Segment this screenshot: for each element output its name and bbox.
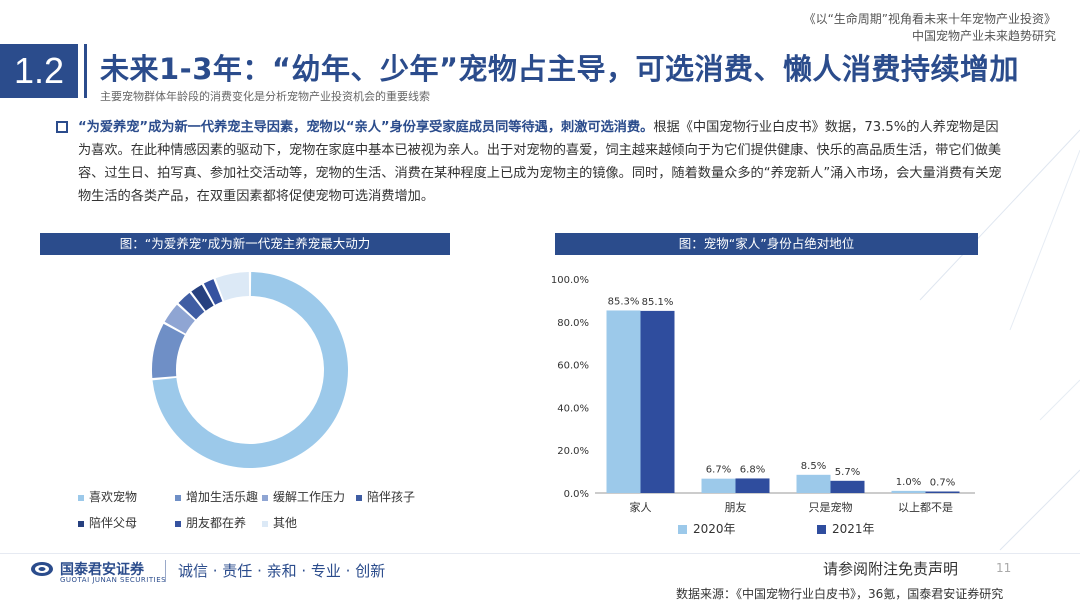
section-number: 1.2 xyxy=(0,44,78,98)
legend-swatch xyxy=(78,494,84,501)
company-slogan: 诚信 · 责任 · 亲和 · 专业 · 创新 xyxy=(178,562,386,580)
bar-data-label: 85.3% xyxy=(608,296,640,307)
donut-legend-item: 朋友都在养 xyxy=(175,514,246,531)
legend-swatch xyxy=(817,525,826,534)
y-tick-label: 80.0% xyxy=(557,318,589,329)
bar-data-label: 0.7% xyxy=(930,478,955,489)
legend-label: 缓解工作压力 xyxy=(273,490,346,504)
donut-chart xyxy=(152,272,348,468)
company-name-en: GUOTAI JUNAN SECURITIES xyxy=(60,576,167,584)
bar-2021年 xyxy=(735,478,770,493)
donut-slice-4 xyxy=(191,284,214,311)
section-divider xyxy=(84,44,87,98)
bar-data-label: 8.5% xyxy=(801,461,826,472)
footer-separator xyxy=(165,560,166,582)
body-text-2: 73.5%的人养宠物是因为喜欢。在此种情感因素的驱动下，宠物在家庭中基本已被视为… xyxy=(78,120,1002,204)
report-subtitle: 中国宠物产业未来趋势研究 xyxy=(911,29,1056,43)
y-tick-label: 20.0% xyxy=(557,446,589,457)
square-bullet-icon xyxy=(56,121,68,133)
legend-swatch xyxy=(175,494,181,501)
legend-swatch xyxy=(356,494,362,501)
donut-legend-item: 其他 xyxy=(262,514,297,531)
body-paragraph: “为爱养宠”成为新一代养宠主导因素，宠物以“亲人”身份享受家庭成员同等待遇，刺激… xyxy=(78,116,1008,208)
data-source: 数据来源：《中国宠物行业白皮书》，36氪，国泰君安证券研究 xyxy=(676,587,1004,601)
company-logo-icon xyxy=(31,562,53,576)
bar-data-label: 5.7% xyxy=(835,467,860,478)
bar-2020年 xyxy=(701,478,736,493)
bar-chart-title: 图：宠物“家人”身份占绝对地位 xyxy=(555,233,978,255)
bar-data-label: 1.0% xyxy=(896,477,921,488)
highlight-text: “为爱养宠”成为新一代养宠主导因素，宠物以“亲人”身份享受家庭成员同等待遇，刺激… xyxy=(78,120,654,135)
donut-legend-item: 增加生活乐趣 xyxy=(175,488,258,505)
donut-chart-title: 图：“为爱养宠”成为新一代宠主养宠最大动力 xyxy=(40,233,450,255)
bar-2020年 xyxy=(891,490,926,493)
page-title: 未来1-3年：“幼年、少年”宠物占主导，可选消费、懒人消费持续增加 xyxy=(100,52,1020,86)
bar-2020年 xyxy=(796,474,831,493)
legend-swatch xyxy=(78,520,84,527)
body-text-1: 根据《中国宠物行业白皮书》数据， xyxy=(653,120,865,135)
x-tick-label: 家人 xyxy=(630,500,652,514)
donut-slice-3 xyxy=(178,292,205,320)
bar-2021年 xyxy=(830,480,865,493)
y-tick-label: 0.0% xyxy=(564,489,589,500)
donut-legend-item: 喜欢宠物 xyxy=(78,488,137,505)
company-name: 国泰君安证券 xyxy=(60,562,144,578)
x-tick-label: 以上都不是 xyxy=(898,501,953,514)
donut-slice-1 xyxy=(152,323,185,379)
footer-divider xyxy=(0,553,1080,554)
donut-legend-item: 缓解工作压力 xyxy=(262,488,345,505)
legend-label: 陪伴父母 xyxy=(89,516,138,530)
donut-slice-5 xyxy=(203,279,223,305)
page-number: 11 xyxy=(996,561,1012,575)
bar-2021年 xyxy=(925,491,960,493)
y-tick-label: 60.0% xyxy=(557,361,589,372)
bar-legend-item: 2020年 xyxy=(678,520,736,537)
legend-label: 其他 xyxy=(273,516,298,530)
x-tick-label: 朋友 xyxy=(725,500,747,514)
bar-data-label: 85.1% xyxy=(642,297,674,308)
legend-label: 2020年 xyxy=(693,522,736,536)
legend-label: 2021年 xyxy=(832,522,875,536)
y-tick-label: 100.0% xyxy=(551,275,589,286)
legend-swatch xyxy=(175,520,181,527)
legend-label: 增加生活乐趣 xyxy=(186,490,259,504)
y-tick-label: 40.0% xyxy=(557,403,589,414)
donut-legend-item: 陪伴孩子 xyxy=(356,488,415,505)
page-subtitle: 主要宠物群体年龄段的消费变化是分析宠物产业投资机会的重要线索 xyxy=(100,90,430,103)
report-title: 《以“生命周期”视角看未来十年宠物产业投资》 xyxy=(803,12,1056,26)
legend-label: 朋友都在养 xyxy=(186,516,247,530)
disclaimer-note: 请参阅附注免责声明 xyxy=(823,560,959,578)
legend-label: 陪伴孩子 xyxy=(367,490,416,504)
bar-data-label: 6.8% xyxy=(740,464,765,475)
bar-chart: 0.0% 20.0% 40.0% 60.0% 80.0% 100.0% 85.3% 85.1%… xyxy=(551,275,975,514)
x-tick-label: 只是宠物 xyxy=(809,500,853,514)
legend-swatch xyxy=(262,520,268,527)
legend-label: 喜欢宠物 xyxy=(89,490,138,504)
donut-slice-6 xyxy=(215,272,250,301)
bar-2020年 xyxy=(606,310,641,493)
bar-legend-item: 2021年 xyxy=(817,520,875,537)
donut-legend-item: 陪伴父母 xyxy=(78,514,137,531)
legend-swatch xyxy=(678,525,687,534)
legend-swatch xyxy=(262,494,268,501)
bar-data-label: 6.7% xyxy=(706,465,731,476)
bar-2021年 xyxy=(640,310,675,493)
donut-slice-2 xyxy=(164,304,195,334)
